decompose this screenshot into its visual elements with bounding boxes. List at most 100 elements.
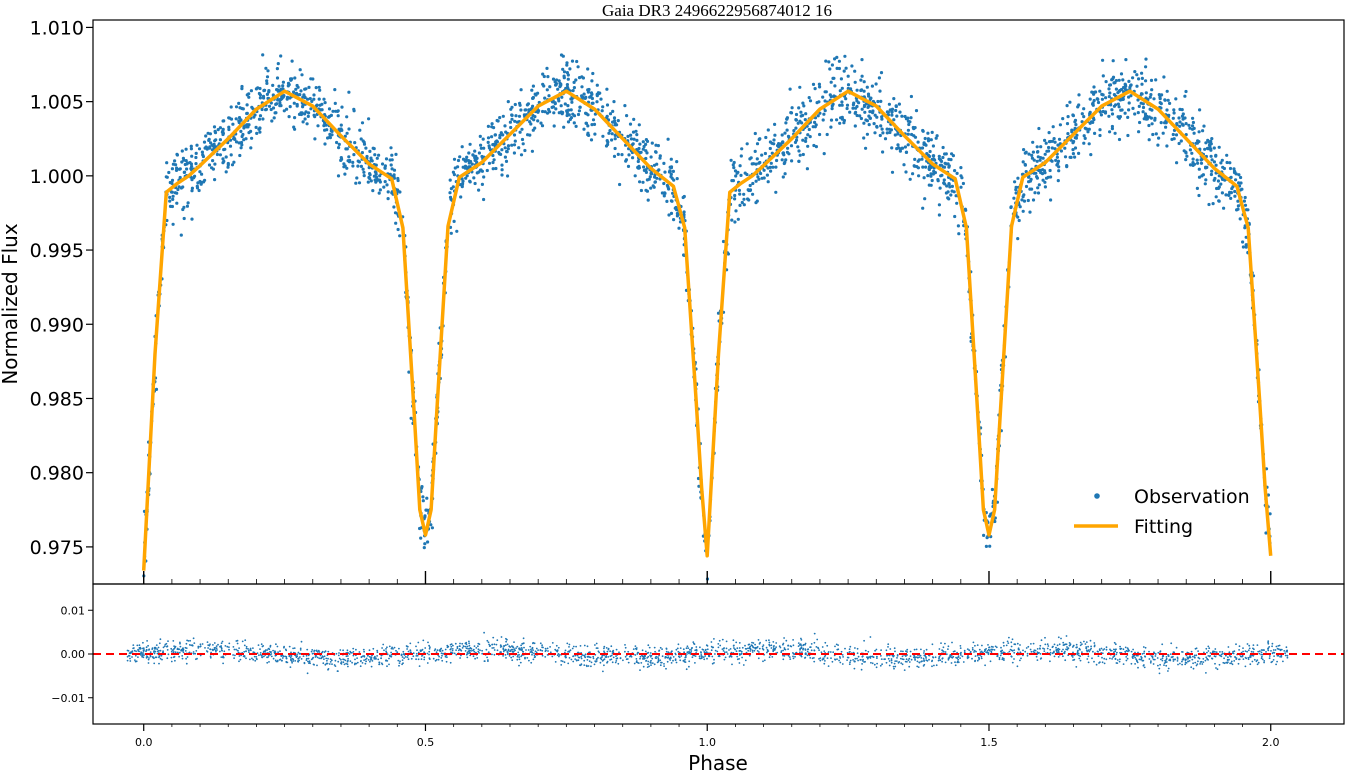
residual-point [773, 645, 775, 647]
observation-point [224, 155, 228, 159]
observation-point [503, 124, 507, 128]
residual-point [376, 655, 378, 657]
residual-point [1043, 650, 1046, 652]
residual-point [1079, 641, 1082, 644]
observation-point [345, 166, 349, 170]
residual-point [156, 648, 159, 651]
residual-point [252, 647, 254, 649]
residual-point [1081, 643, 1083, 645]
observation-point [1172, 108, 1176, 112]
observation-point [543, 96, 547, 100]
observation-point [565, 61, 569, 65]
residual-point [213, 648, 216, 651]
observation-point [1110, 108, 1114, 112]
observation-point [168, 204, 173, 208]
residual-point [1278, 644, 1281, 647]
observation-point [1216, 186, 1221, 190]
observation-point [234, 105, 239, 109]
observation-point [1159, 121, 1163, 125]
observation-point [500, 163, 504, 167]
observation-point [223, 147, 227, 151]
observation-point [264, 66, 268, 70]
residual-point [648, 646, 651, 649]
observation-point [230, 163, 235, 167]
observation-point [734, 209, 738, 213]
residual-point [129, 657, 131, 660]
observation-point [1104, 80, 1108, 84]
residual-point [159, 638, 162, 641]
residual-point [1186, 656, 1189, 659]
observation-point [1234, 178, 1238, 182]
observation-point [167, 170, 171, 175]
observation-point [554, 83, 558, 87]
residual-point [149, 655, 152, 658]
observation-point [498, 133, 502, 137]
observation-point [562, 70, 567, 74]
observation-point [814, 123, 818, 127]
observation-point [1046, 175, 1050, 179]
observation-point [1012, 196, 1016, 200]
legend: Observation Fitting [1074, 486, 1250, 538]
observation-point [765, 173, 770, 177]
observation-point [452, 219, 456, 223]
observation-point [633, 174, 637, 178]
residual-point [797, 642, 800, 644]
observation-point [845, 106, 849, 111]
observation-point [503, 146, 507, 150]
observation-point [733, 197, 737, 201]
observation-point [367, 166, 371, 170]
residual-point [672, 659, 674, 662]
observation-point [209, 141, 213, 145]
residual-point [1260, 653, 1263, 656]
observation-point [591, 71, 595, 76]
residual-point [352, 651, 355, 653]
residual-point [646, 657, 649, 659]
residual-point [361, 662, 364, 664]
residual-point [339, 649, 342, 651]
residual-point [496, 649, 499, 652]
residual-point [495, 643, 498, 646]
residual-point [880, 658, 883, 660]
observation-point [271, 83, 275, 87]
observation-points [142, 53, 1272, 581]
residual-point [748, 647, 751, 650]
residual-point [145, 649, 148, 652]
residual-point [792, 639, 794, 641]
residual-point [253, 655, 256, 658]
residual-point [1261, 655, 1263, 658]
observation-point [1088, 97, 1092, 101]
observation-point [920, 146, 925, 150]
residual-point [299, 656, 301, 658]
residual-point [893, 647, 896, 650]
residual-point [1118, 660, 1121, 663]
residual-point [916, 656, 918, 659]
observation-point [278, 101, 282, 105]
residual-point [1003, 659, 1005, 661]
residual-point [1238, 658, 1241, 661]
observation-point [1244, 245, 1248, 249]
observation-point [393, 211, 398, 215]
observation-point [638, 180, 642, 184]
observation-point [178, 175, 182, 180]
residual-point [511, 659, 514, 662]
residual-point [1199, 663, 1201, 665]
observation-point [389, 146, 393, 150]
residual-point [382, 643, 385, 646]
residual-point [297, 657, 300, 660]
residual-point [142, 647, 145, 650]
observation-point [862, 121, 866, 125]
observation-point [646, 198, 650, 202]
observation-point [860, 58, 864, 62]
residual-point [920, 648, 922, 651]
residual-point [337, 660, 340, 663]
residual-point [1078, 657, 1081, 660]
residual-point [549, 646, 551, 648]
observation-point [1123, 82, 1127, 86]
residual-point [1227, 646, 1230, 648]
residual-point [1165, 657, 1168, 660]
observation-point [629, 137, 634, 141]
observation-point [890, 170, 895, 174]
residual-point [612, 656, 615, 659]
residual-point [285, 655, 288, 658]
residual-point [1256, 663, 1259, 666]
